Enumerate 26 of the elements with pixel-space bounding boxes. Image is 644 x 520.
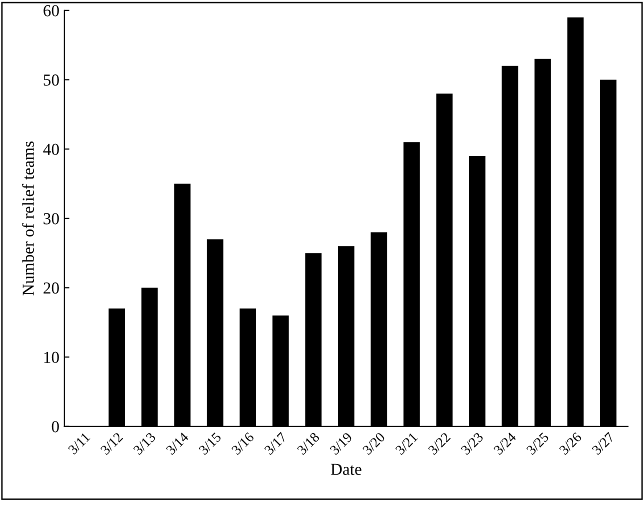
x-tick-label: 3/20 xyxy=(362,432,386,456)
y-tick-label: 50 xyxy=(44,74,59,86)
x-tick-label: 3/15 xyxy=(198,432,222,456)
x-tick-label: 3/26 xyxy=(558,432,582,456)
x-tick-label: 3/16 xyxy=(231,432,254,456)
x-tick-label: 3/12 xyxy=(100,432,124,456)
x-tick-label: 3/24 xyxy=(493,432,517,456)
x-tick-label: 3/23 xyxy=(460,432,484,456)
x-tick-label: 3/22 xyxy=(428,432,451,456)
x-tick-label: 3/13 xyxy=(132,432,156,456)
x-tick-label: 3/19 xyxy=(329,432,353,456)
x-tick-label: 3/18 xyxy=(296,432,320,456)
y-tick-label: 60 xyxy=(44,5,59,16)
x-tick-label: 3/21 xyxy=(394,432,418,456)
y-tick-label: 20 xyxy=(44,282,59,294)
x-axis-title: Date xyxy=(330,464,362,475)
x-tick-label: 3/14 xyxy=(166,432,190,456)
x-tick-label: 3/17 xyxy=(264,432,288,456)
x-tick-label: 3/27 xyxy=(592,432,615,456)
x-tick-label: 3/11 xyxy=(68,432,90,455)
y-tick-label: 30 xyxy=(44,213,59,224)
y-axis-title: Number of relief teams xyxy=(22,141,34,296)
y-tick-label: 40 xyxy=(43,144,59,156)
y-tick-label: 10 xyxy=(44,352,59,364)
x-tick-label: 3/25 xyxy=(526,432,550,456)
y-tick-label: 0 xyxy=(52,421,59,432)
